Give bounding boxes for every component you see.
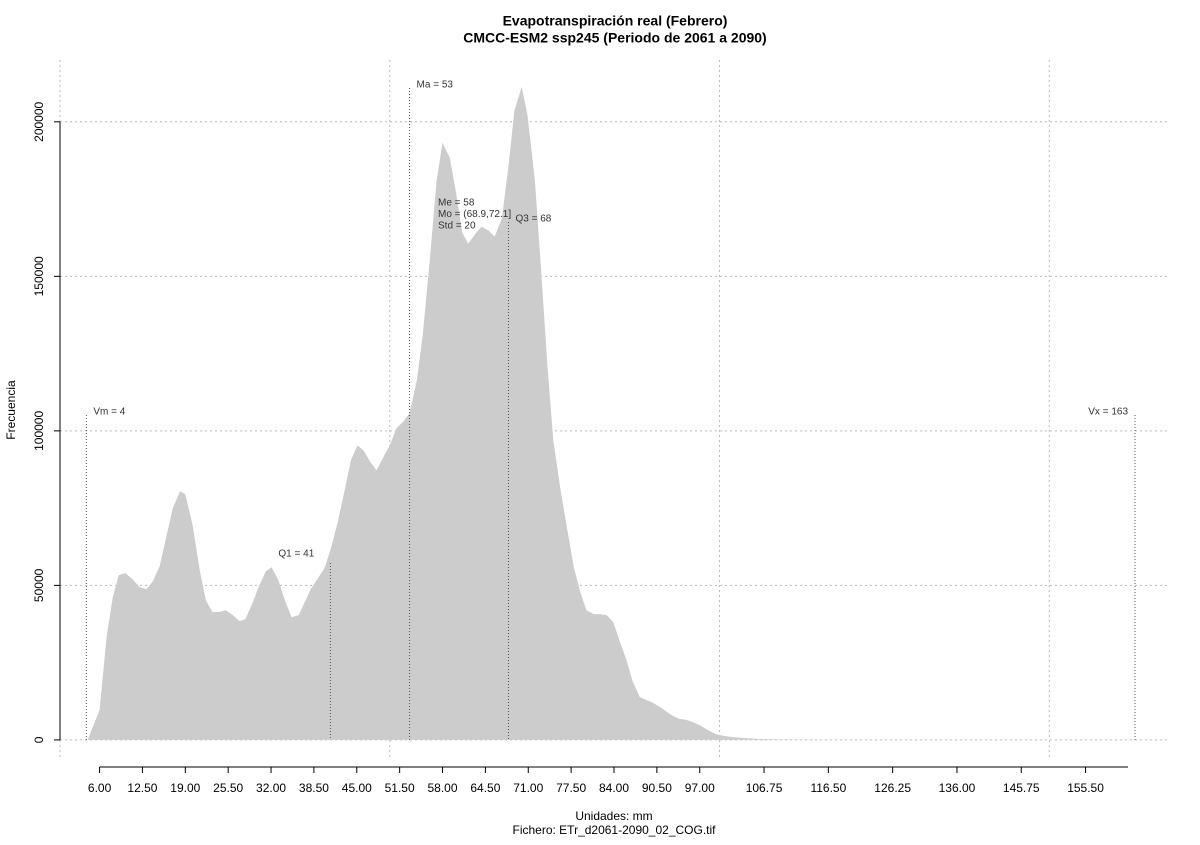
stat-label: Vm = 4	[93, 407, 125, 418]
caption: Fichero: ETr_d2061-2090_02_COG.tif	[513, 823, 717, 837]
x-tick-label: 116.50	[810, 781, 846, 795]
x-tick-label: 6.00	[88, 781, 112, 795]
x-tick-label: 145.75	[1003, 781, 1040, 795]
y-tick-label: 100000	[32, 411, 46, 451]
x-tick-label: 71.00	[513, 781, 543, 795]
x-tick-label: 51.50	[385, 781, 415, 795]
x-axis-label: Unidades: mm	[575, 809, 652, 823]
x-tick-label: 106.75	[746, 781, 783, 795]
x-tick-label: 38.50	[299, 781, 329, 795]
x-tick-label: 19.00	[170, 781, 200, 795]
y-tick-label: 200000	[32, 101, 46, 141]
x-tick-label: 58.00	[428, 781, 458, 795]
stat-note: Std = 20	[438, 221, 476, 232]
x-tick-label: 12.50	[127, 781, 157, 795]
stat-note: Mo = (68.9,72.1]	[438, 209, 511, 220]
y-tick-label: 0	[32, 736, 46, 743]
chart-subtitle: CMCC-ESM2 ssp245 (Periodo de 2061 a 2090…	[463, 30, 766, 46]
x-tick-label: 97.00	[685, 781, 715, 795]
stat-label: Q1 = 41	[278, 549, 314, 560]
x-tick-label: 25.50	[213, 781, 243, 795]
stat-label: Ma = 53	[417, 80, 454, 91]
x-tick-label: 32.00	[256, 781, 286, 795]
x-tick-label: 136.00	[939, 781, 976, 795]
y-tick-label: 50000	[32, 568, 46, 602]
chart-title: Evapotranspiración real (Febrero)	[503, 13, 728, 29]
x-tick-label: 77.50	[556, 781, 586, 795]
x-tick-label: 84.00	[599, 781, 629, 795]
y-axis-label: Frecuencia	[4, 380, 18, 440]
y-tick-label: 150000	[32, 256, 46, 296]
x-tick-label: 155.50	[1067, 781, 1104, 795]
x-tick-label: 64.50	[470, 781, 500, 795]
area	[87, 86, 1130, 740]
stat-note: Me = 58	[438, 198, 475, 209]
x-tick-label: 90.50	[642, 781, 672, 795]
x-tick-label: 45.00	[342, 781, 372, 795]
stat-label: Q3 = 68	[515, 214, 551, 225]
x-tick-label: 126.25	[874, 781, 911, 795]
stat-label: Vx = 163	[1088, 407, 1128, 418]
